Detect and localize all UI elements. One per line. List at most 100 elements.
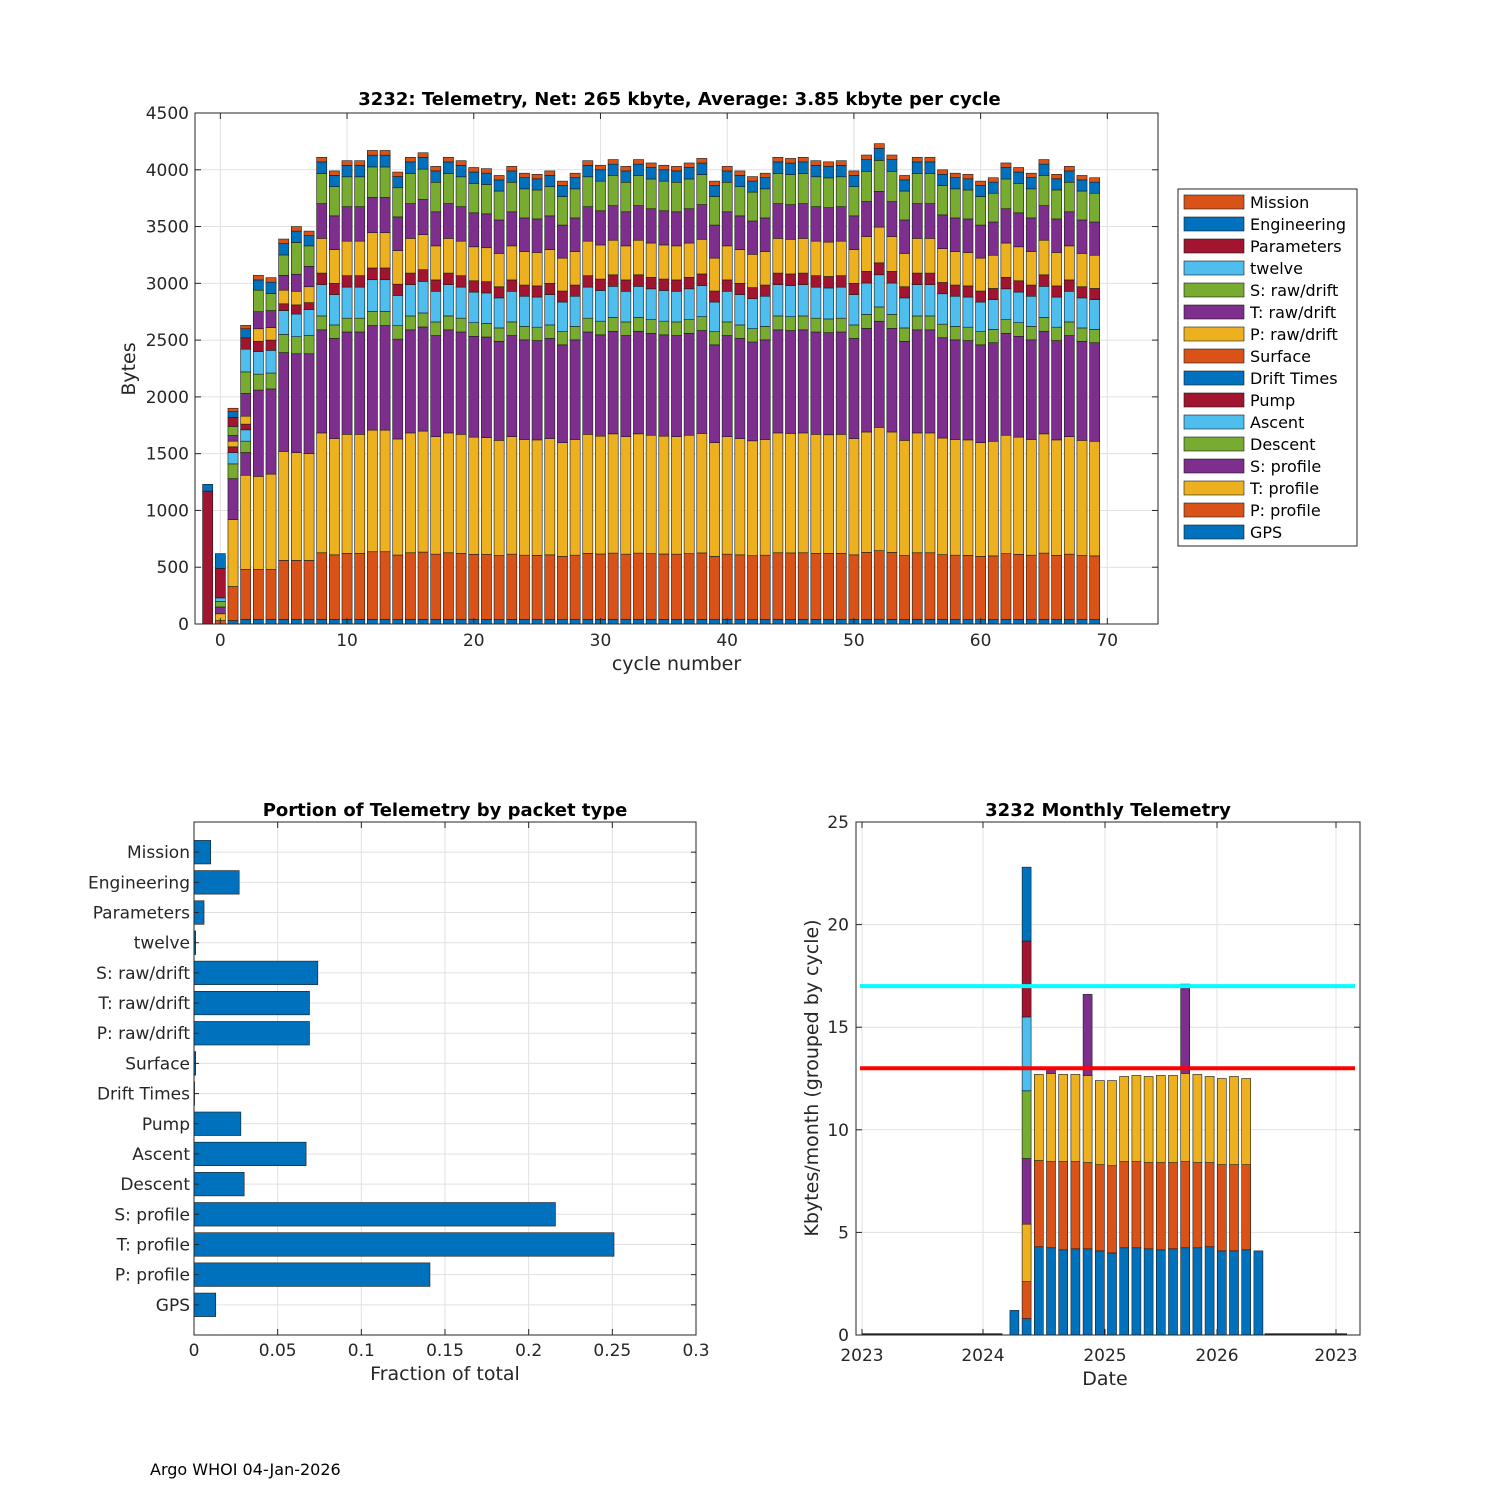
bar-segment [911, 619, 923, 625]
bar-segment [379, 197, 391, 234]
bar-segment [797, 329, 809, 434]
bar-segment [379, 232, 391, 269]
bar-segment [1000, 208, 1012, 244]
bar-segment [519, 172, 530, 178]
legend-swatch [1183, 436, 1245, 452]
bar-segment [252, 619, 264, 625]
bar-segment [1229, 1164, 1239, 1252]
bar-segment [747, 298, 758, 329]
x-tick-label: 30 [590, 631, 612, 651]
bar-segment [367, 279, 378, 312]
bar-segment [1021, 1016, 1032, 1092]
bar-stack [493, 175, 505, 625]
bar-segment [785, 204, 796, 240]
bar-segment [544, 294, 556, 326]
bar-stack [848, 170, 860, 625]
bar-segment [823, 276, 834, 289]
bar-segment [379, 618, 391, 625]
bar-segment [772, 203, 784, 239]
bar-segment [683, 162, 695, 168]
bar-segment [721, 553, 733, 620]
bar-segment [607, 433, 619, 554]
bar-segment [886, 328, 898, 433]
bar-segment [290, 313, 302, 338]
bar-segment [557, 290, 568, 303]
bar-segment [683, 434, 695, 554]
bar-segment [645, 319, 657, 334]
bar-segment [823, 241, 834, 277]
bar-segment [1204, 1246, 1215, 1336]
bar-segment [1156, 1249, 1166, 1336]
bar-segment [278, 352, 290, 452]
bar-segment [671, 290, 682, 323]
bar-segment [1025, 177, 1037, 190]
bar-segment [1180, 983, 1190, 1074]
bar-segment [949, 188, 961, 219]
month-stack [1229, 1076, 1239, 1336]
bar-segment [1051, 439, 1062, 556]
y-axis-label: Kbytes/month (grouped by cycle) [801, 919, 823, 1236]
x-tick-label: 20 [463, 631, 485, 651]
bar-segment [1076, 555, 1088, 620]
x-tick-label: 0.05 [259, 1341, 297, 1361]
bar-segment [607, 330, 619, 435]
bar-segment [531, 326, 543, 341]
bar-segment [785, 552, 796, 620]
bar-segment [582, 331, 594, 435]
bar-segment [519, 284, 530, 297]
bar-segment [1038, 239, 1050, 276]
bar [193, 1141, 307, 1167]
bar-segment [202, 484, 214, 492]
bar-stack [633, 159, 644, 625]
bar-segment [797, 619, 809, 625]
y-tick-label: T: raw/drift [97, 994, 190, 1014]
bar-segment [848, 170, 860, 176]
bar [193, 1021, 310, 1046]
bar-segment [1000, 333, 1012, 436]
bar-stack [316, 156, 328, 625]
bar-segment [455, 552, 467, 620]
bar-segment [658, 244, 670, 280]
bar-segment [671, 335, 682, 437]
bar-segment [392, 438, 404, 556]
bar-segment [367, 325, 378, 431]
bar-segment [633, 330, 644, 435]
bar-segment [797, 552, 809, 620]
bar-stack [202, 484, 214, 625]
bar-segment [341, 331, 353, 435]
bar-segment [873, 320, 885, 428]
bar-segment [1089, 555, 1101, 620]
bar-segment [354, 317, 366, 333]
bar-segment [924, 173, 936, 204]
bar-segment [873, 262, 885, 276]
bar-stack [797, 156, 809, 625]
x-tick-label: 2023 [1314, 1346, 1357, 1366]
bar-segment [557, 257, 568, 292]
bar-segment [1038, 552, 1050, 620]
bar-segment [658, 553, 670, 620]
bar-segment [734, 283, 746, 295]
bar-segment [886, 236, 898, 272]
bar-segment [1156, 1162, 1166, 1251]
bar-segment [1253, 1250, 1264, 1336]
bar-segment [683, 167, 695, 180]
month-stack [1168, 1075, 1178, 1336]
bar-segment [265, 327, 277, 341]
bar-stack [227, 407, 239, 625]
bar-segment [937, 282, 948, 295]
bar-segment [468, 246, 480, 282]
legend-label: Descent [1250, 435, 1316, 454]
bar-segment [886, 159, 898, 172]
bar-segment [227, 407, 239, 412]
bar-segment [645, 167, 657, 180]
bar-segment [1000, 434, 1012, 554]
bar-segment [962, 619, 974, 625]
bar-segment [1051, 619, 1062, 625]
bar-segment [316, 173, 328, 204]
bar-segment [582, 619, 594, 625]
bar-segment [1063, 211, 1075, 247]
bar-segment [1082, 994, 1093, 1076]
legend-label: Engineering [1250, 215, 1346, 234]
bar-stack [354, 160, 366, 625]
